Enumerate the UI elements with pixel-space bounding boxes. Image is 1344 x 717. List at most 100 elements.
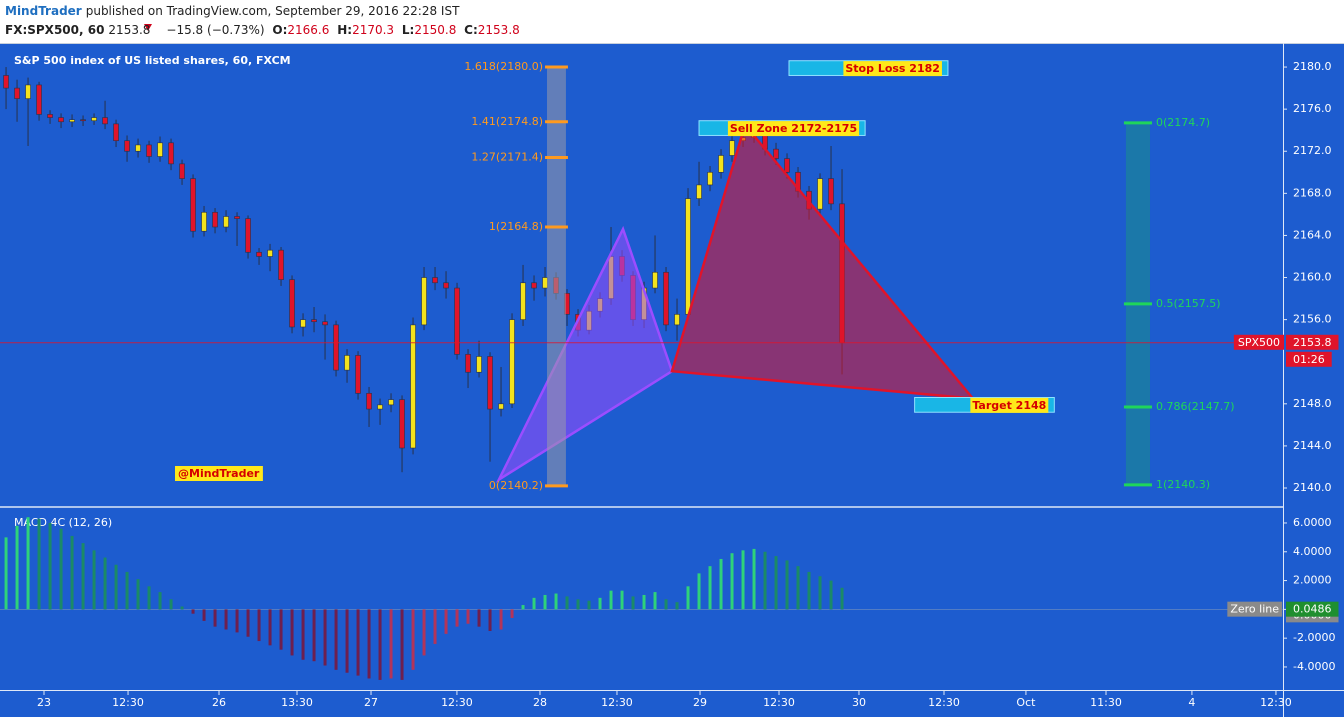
ohlc-label: O: — [272, 23, 288, 37]
header: MindTrader published on TradingView.com, … — [5, 2, 524, 40]
candle-body — [91, 117, 97, 122]
macd-bar — [312, 609, 316, 662]
macd-bar — [279, 609, 283, 650]
macd-bar — [708, 566, 712, 610]
y-tick-label: 2144.0 — [1293, 439, 1332, 452]
macd-bar — [763, 551, 767, 610]
y-tick-label: 2156.0 — [1293, 313, 1332, 326]
candle-body — [179, 163, 185, 179]
x-tick-label: Oct — [1016, 696, 1036, 709]
macd-bar — [488, 609, 492, 631]
zone-label-bg — [970, 397, 1049, 413]
candle-body — [146, 144, 152, 157]
candle-body — [80, 119, 86, 122]
macd-bar — [818, 576, 822, 610]
candle-body — [718, 155, 724, 173]
macd-bar — [697, 573, 701, 610]
fib-label: 1(2164.8) — [489, 220, 543, 233]
last-price-value: 2153.8 — [1293, 336, 1332, 349]
macd-bar — [455, 609, 459, 627]
fib-label: 1(2140.3) — [1156, 478, 1210, 491]
fib-label: 1.41(2174.8) — [471, 115, 543, 128]
last-price-name-bg — [1233, 334, 1284, 350]
fib-label: 0(2140.2) — [489, 479, 543, 492]
chart-bg — [0, 43, 1344, 717]
pattern-leg — [670, 122, 976, 401]
candle-body — [663, 271, 669, 326]
zero-line-value-bg — [1286, 601, 1339, 617]
macd-bar — [422, 609, 426, 656]
macd-bar — [400, 609, 404, 680]
candle-body — [344, 355, 350, 371]
candle-body — [674, 314, 680, 326]
macd-bar — [433, 609, 437, 644]
candle-body — [476, 356, 482, 373]
macd-bar — [587, 600, 591, 610]
candle-body — [190, 178, 196, 232]
y-tick-label: 2160.0 — [1293, 271, 1332, 284]
y-tick-label: -4.0000 — [1293, 660, 1335, 673]
macd-bar — [103, 557, 107, 610]
macd-bar — [301, 609, 305, 660]
x-tick-label: 11:30 — [1090, 696, 1122, 709]
candle-body — [487, 356, 493, 410]
candle-body — [509, 319, 515, 405]
watermark: @MindTrader — [178, 467, 260, 480]
ohlc-value: 2150.8 — [414, 23, 457, 37]
x-tick-label: 13:30 — [281, 696, 313, 709]
candle-body — [47, 114, 53, 118]
candle-body — [454, 287, 460, 355]
x-tick-label: 28 — [533, 696, 547, 709]
zone-label-bg — [843, 61, 942, 77]
x-tick-label: 12:30 — [1260, 696, 1292, 709]
macd-bar — [565, 596, 569, 610]
candle-body — [300, 319, 306, 328]
byline: published on TradingView.com, September … — [85, 4, 460, 18]
zone-label: Target 2148 — [972, 399, 1046, 412]
macd-bar — [136, 579, 140, 610]
candle-body — [542, 277, 548, 289]
x-tick-label: 12:30 — [928, 696, 960, 709]
macd-bar — [576, 599, 580, 610]
y-tick-label: 2.0000 — [1293, 574, 1332, 587]
macd-bar — [620, 590, 624, 610]
ohlc-label: L: — [401, 23, 415, 37]
ohlc-value: 2166.6 — [287, 23, 330, 37]
macd-bar — [510, 609, 514, 619]
candle-body — [311, 319, 317, 323]
macd-bar — [411, 609, 415, 670]
y-tick-label: 4.0000 — [1293, 545, 1332, 558]
macd-bar — [345, 609, 349, 673]
macd-bar — [631, 596, 635, 610]
x-tick-label: 30 — [852, 696, 866, 709]
fib-label: 0.5(2157.5) — [1156, 297, 1221, 310]
y-tick-label: 2180.0 — [1293, 60, 1332, 73]
candle-body — [322, 321, 328, 326]
candle-body — [113, 123, 119, 142]
macd-bar — [664, 599, 668, 610]
macd-bar — [147, 586, 151, 610]
macd-bar — [224, 609, 228, 630]
ohlc-value: 2153.8 — [477, 23, 520, 37]
candle-body — [696, 184, 702, 199]
countdown-bg — [1286, 351, 1332, 367]
candle-body — [399, 399, 405, 449]
candle-body — [784, 158, 790, 173]
macd-bar — [543, 594, 547, 610]
macd-bar — [213, 609, 217, 627]
macd-bar — [378, 609, 382, 680]
author: MindTrader — [5, 4, 82, 18]
candle-body — [3, 75, 9, 89]
candle-body — [421, 277, 427, 326]
macd-bar — [521, 605, 525, 610]
candle-body — [707, 171, 713, 186]
candle-body — [465, 354, 471, 373]
countdown: 01:26 — [1293, 353, 1325, 366]
y-tick-label: 2148.0 — [1293, 397, 1332, 410]
macd-bar — [202, 609, 206, 621]
y-tick-label: 2168.0 — [1293, 186, 1332, 199]
y-tick-label: 6.0000 — [1293, 516, 1332, 529]
symbol: FX:SPX500, 60 — [5, 23, 105, 37]
